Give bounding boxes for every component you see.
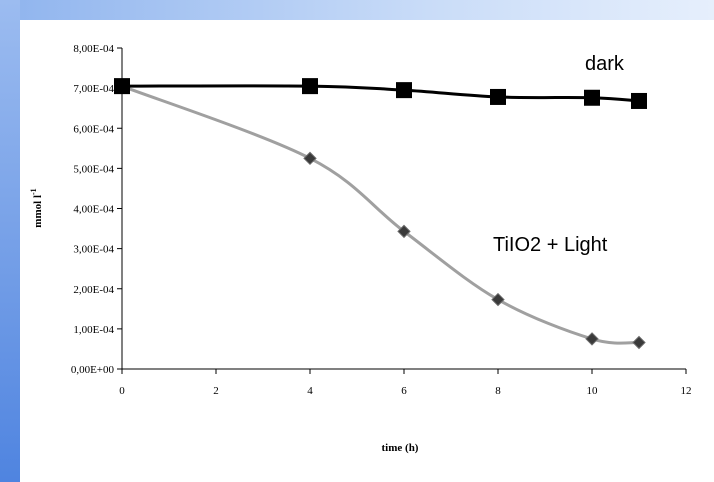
series-label-light: TiIO2 + Light — [493, 234, 608, 256]
data-point-square — [302, 78, 318, 95]
series-dark — [114, 78, 647, 109]
x-tick-label: 8 — [495, 385, 501, 397]
series-line — [121, 84, 640, 103]
left-decorative-band — [0, 0, 20, 482]
x-tick-label: 6 — [401, 385, 407, 397]
y-ticks: 0,00E+00 1,00E-04 2,00E-04 3,00E-04 4,00E-04… — [71, 43, 122, 376]
data-point-diamond — [632, 335, 646, 350]
data-point-diamond — [397, 224, 411, 239]
y-tick-label: 0,00E+00 — [71, 364, 115, 376]
series-layer — [114, 78, 647, 350]
series-light — [115, 79, 646, 350]
data-point-diamond — [303, 151, 317, 166]
x-ticks: 0 2 4 6 8 10 12 — [119, 369, 692, 397]
series-line — [121, 84, 640, 345]
y-tick-label: 6,00E-04 — [73, 123, 114, 135]
x-tick-label: 10 — [587, 385, 599, 397]
data-point-square — [490, 88, 506, 105]
y-tick-label: 5,00E-04 — [73, 163, 114, 175]
x-tick-label: 2 — [213, 385, 219, 397]
y-tick-label: 4,00E-04 — [73, 204, 114, 216]
data-point-square — [631, 92, 647, 109]
axes: 0,00E+00 1,00E-04 2,00E-04 3,00E-04 4,00E-04… — [71, 43, 692, 397]
top-decorative-band — [0, 0, 714, 20]
y-tick-label: 1,00E-04 — [73, 324, 114, 336]
data-point-diamond — [585, 332, 599, 346]
series-label-dark: dark — [585, 53, 625, 75]
x-tick-label: 0 — [119, 385, 125, 397]
x-tick-label: 12 — [681, 385, 692, 397]
y-tick-label: 2,00E-04 — [73, 284, 114, 296]
data-point-square — [396, 82, 412, 99]
y-tick-label: 7,00E-04 — [73, 83, 114, 95]
data-point-square — [584, 89, 600, 106]
x-axis-title: time (h) — [382, 442, 419, 454]
y-tick-label: 3,00E-04 — [73, 244, 114, 256]
data-point-diamond — [491, 292, 505, 307]
y-axis-title: mmol l-1 — [29, 188, 44, 227]
x-tick-label: 4 — [307, 385, 313, 397]
y-tick-label: 8,00E-04 — [73, 43, 114, 55]
data-point-square — [114, 78, 130, 95]
